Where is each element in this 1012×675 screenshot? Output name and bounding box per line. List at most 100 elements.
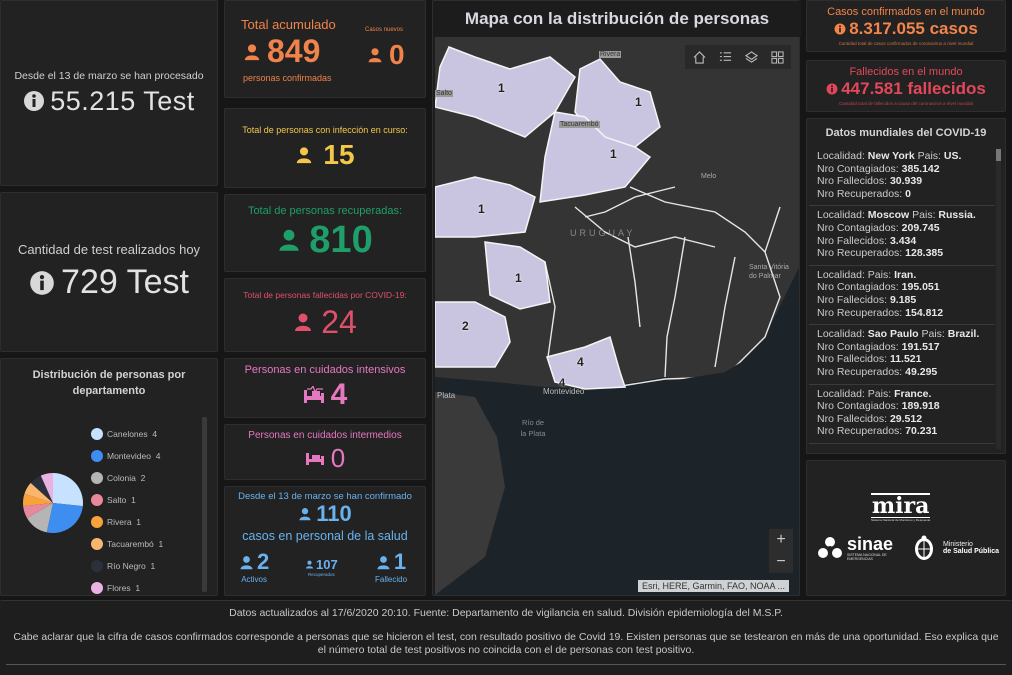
world-data-label: Nro Contagiados:: [817, 162, 899, 175]
legend-item[interactable]: Rivera 1: [91, 511, 163, 533]
world-data-value: 11.521: [889, 353, 922, 366]
deceased-panel: Total de personas fallecidas por COVID-1…: [224, 278, 426, 352]
world-data-value: Sao Paulo: [867, 328, 919, 341]
world-data-label: Nro Recuperados:: [817, 187, 903, 200]
legend-swatch: [91, 450, 103, 462]
pie-slice-rivera[interactable]: [22, 493, 53, 507]
legend-item[interactable]: Flores 1: [91, 577, 163, 599]
tests-total-label: Desde el 13 de marzo se han procesado: [14, 69, 204, 82]
pie-slice-flores[interactable]: [40, 473, 53, 503]
pie-slice-ronegro[interactable]: [30, 475, 53, 503]
world-data-label: Nro Recuperados:: [817, 306, 903, 319]
world-data-label: Nro Contagiados:: [817, 281, 899, 294]
world-deaths-title: Fallecidos en el mundo: [849, 66, 963, 78]
world-data-value: 3.434: [889, 234, 917, 247]
map-count-artigas[interactable]: 1: [498, 81, 505, 95]
world-cases-panel: Casos confirmados en el mundo 8.317.055 …: [806, 0, 1006, 52]
legend-value: 1: [135, 583, 141, 593]
world-cases-title: Casos confirmados en el mundo: [827, 6, 985, 18]
world-data-value: New York: [867, 150, 915, 162]
zoom-out-button[interactable]: −: [776, 553, 786, 570]
world-data-label: Pais:: [921, 328, 945, 341]
world-data-value: Iran.: [894, 268, 917, 281]
world-data-item[interactable]: Localidad: Sao Paulo Pais: Brazil. Nro C…: [809, 325, 995, 385]
legend-label: Canelones: [107, 429, 148, 439]
legend-label: Salto: [107, 495, 127, 505]
pie-slice-tacuaremb[interactable]: [24, 482, 53, 503]
world-data-value: 195.051: [901, 281, 940, 294]
map-count-montevideo[interactable]: 4: [559, 377, 566, 389]
legend-icon[interactable]: [717, 49, 733, 65]
health-deceased: 1 Fallecido: [375, 549, 407, 584]
world-data-label: Nro Recuperados:: [817, 425, 903, 438]
world-data-item[interactable]: Localidad: Pais: Iran. Nro Contagiados: …: [809, 266, 995, 326]
map-count-rivera[interactable]: 1: [635, 95, 642, 109]
locality-row: Localidad: Sao Paulo Pais: Brazil.: [817, 328, 995, 341]
footer-divider: [6, 664, 1006, 665]
legend-value: 1: [158, 539, 164, 549]
map-label-melo: Melo: [701, 173, 717, 180]
zoom-in-button[interactable]: +: [776, 531, 786, 548]
legend-label: Rivera: [107, 517, 132, 527]
map-count-colonia[interactable]: 2: [462, 319, 469, 333]
world-cases-note: Cantidad total de casos confirmados de c…: [838, 41, 974, 46]
icu-label: Personas en cuidados intensivos: [244, 364, 406, 376]
legend-value: 4: [155, 451, 161, 461]
basemap-icon[interactable]: [769, 49, 785, 65]
info-icon: [29, 270, 55, 296]
info-icon: [826, 83, 838, 95]
legend-item[interactable]: Río Negro 1: [91, 555, 163, 577]
world-data-item[interactable]: Localidad: Moscow Pais: Russia. Nro Cont…: [809, 206, 995, 266]
home-icon[interactable]: [691, 49, 707, 65]
department-flores: [484, 241, 551, 310]
world-data-value: Russia.: [938, 209, 976, 222]
new-cases-label: Casos nuevos: [365, 27, 404, 33]
person-icon: [376, 555, 391, 570]
scrollbar-thumb[interactable]: [996, 149, 1001, 161]
map-panel: Mapa con la distribución de personas: [432, 0, 801, 596]
pie-slice-canelones[interactable]: [53, 473, 83, 507]
legend-item[interactable]: Colonia 2: [91, 467, 163, 489]
world-data-item[interactable]: Localidad: New York Pais: US. Nro Contag…: [809, 147, 995, 207]
map-count-flores[interactable]: 1: [515, 271, 522, 285]
world-data-label: Localidad:: [817, 209, 865, 222]
uruguay-coat-of-arms-icon: [913, 535, 935, 561]
map-label-montevideo: Montevideo: [543, 387, 585, 396]
legend-item[interactable]: Salto 1: [91, 489, 163, 511]
sinae-logo-text: sinae: [847, 534, 894, 554]
pie-slice-montevideo[interactable]: [46, 503, 83, 533]
water-area: [485, 327, 799, 595]
map-count-tacuarembo[interactable]: 1: [610, 147, 617, 161]
recovered-label: Total de personas recuperadas:: [247, 204, 403, 217]
recovered-row: Nro Recuperados: 49.295: [817, 366, 995, 379]
pie-chart: [22, 473, 83, 533]
footer-disclaimer: Cabe aclarar que la cifra de casos confi…: [13, 631, 999, 656]
legend-swatch: [91, 582, 103, 594]
map-count-canelones[interactable]: 4: [577, 355, 584, 369]
map-attribution[interactable]: Esri, HERE, Garmin, FAO, NOAA ...: [637, 580, 789, 592]
map-count-rio-negro[interactable]: 1: [478, 202, 485, 216]
pie-slice-salto[interactable]: [23, 503, 53, 518]
pie-slice-colonia[interactable]: [27, 503, 53, 533]
map-label-plata: Plata: [437, 391, 456, 400]
world-data-label: Nro Contagiados:: [817, 400, 899, 413]
intermediate-care-panel: Personas en cuidados intermedios 0: [224, 424, 426, 480]
sinae-logo-subtitle: SISTEMA NACIONAL DE EMERGENCIAS: [847, 553, 887, 561]
world-data-label: Localidad:: [817, 328, 865, 341]
map-view[interactable]: 1 1 1 1 1 2 4 4 Salto Rivera Tacuarembó …: [435, 37, 799, 595]
department-colonia: [435, 301, 511, 368]
legend-item[interactable]: Canelones 4: [91, 423, 163, 445]
icu-value: 4: [330, 378, 348, 411]
world-data-value: 128.385: [905, 247, 944, 260]
active-value: 15: [323, 139, 355, 170]
legend-item[interactable]: Montevideo 4: [91, 445, 163, 467]
world-data-item[interactable]: Localidad: Pais: France. Nro Contagiados…: [809, 385, 995, 444]
health-deceased-label: Fallecido: [375, 575, 408, 584]
legend-scrollbar[interactable]: [202, 417, 207, 592]
world-data-label: Nro Fallecidos:: [817, 353, 888, 366]
sinae-emblem-icon: [817, 536, 843, 560]
layers-icon[interactable]: [743, 49, 759, 65]
world-data-scrollbar[interactable]: [996, 149, 1001, 449]
health-deceased-value: 1: [393, 549, 407, 574]
legend-item[interactable]: Tacuarembó 1: [91, 533, 163, 555]
